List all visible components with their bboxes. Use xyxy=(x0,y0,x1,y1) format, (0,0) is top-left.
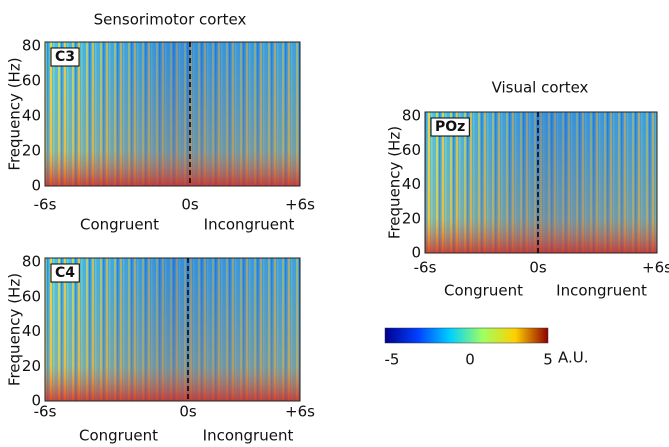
y-tick-label: 0 xyxy=(411,244,421,262)
y-axis-label: Frequency (Hz) xyxy=(6,57,24,170)
x-tick-label: +6s xyxy=(285,403,315,421)
y-tick-label: 40 xyxy=(22,322,41,340)
colorbar-tick-label: 5 xyxy=(543,351,553,369)
y-axis-label: Frequency (Hz) xyxy=(6,273,24,386)
colorbar-tick-label: -5 xyxy=(385,351,400,369)
spectrogram-shade xyxy=(45,42,300,186)
y-tick-label: 80 xyxy=(402,107,421,125)
condition-label: Incongruent xyxy=(204,216,295,234)
condition-label: Congruent xyxy=(444,282,523,300)
y-tick-label: 20 xyxy=(402,209,421,227)
plot-frame xyxy=(424,111,658,254)
panel-title: Visual cortex xyxy=(492,79,589,97)
label-box xyxy=(50,263,80,283)
panel-label: C3 xyxy=(55,49,75,65)
colorbar-unit: A.U. xyxy=(558,349,589,367)
y-tick-label: 80 xyxy=(22,37,41,55)
x-tick-label: 0s xyxy=(181,196,199,214)
y-tick-label: 40 xyxy=(402,175,421,193)
y-tick-label: 0 xyxy=(31,177,41,195)
colorbar xyxy=(384,327,549,344)
y-tick-label: 20 xyxy=(22,357,41,375)
y-axis-label: Frequency (Hz) xyxy=(386,126,404,239)
panel-title: Sensorimotor cortex xyxy=(94,11,247,29)
spectrogram-shade xyxy=(45,258,300,401)
label-box xyxy=(50,47,80,67)
y-tick-label: 60 xyxy=(22,287,41,305)
condition-label: Congruent xyxy=(79,427,158,445)
y-tick-label: 40 xyxy=(22,107,41,125)
x-tick-label: -6s xyxy=(34,196,57,214)
y-tick-label: 20 xyxy=(22,142,41,160)
condition-label: Incongruent xyxy=(203,427,294,445)
plot-frame xyxy=(44,257,301,402)
condition-label: Incongruent xyxy=(556,282,647,300)
x-tick-label: +6s xyxy=(285,196,315,214)
condition-label: Congruent xyxy=(80,216,159,234)
y-tick-label: 0 xyxy=(31,392,41,410)
label-box xyxy=(430,117,470,137)
x-tick-label: -6s xyxy=(34,403,57,421)
x-tick-label: +6s xyxy=(642,259,669,277)
panel-label: POz xyxy=(435,119,465,135)
y-tick-label: 60 xyxy=(402,141,421,159)
x-tick-label: 0s xyxy=(529,259,547,277)
colorbar-tick-label: 0 xyxy=(465,351,475,369)
y-tick-label: 80 xyxy=(22,253,41,271)
plot-frame xyxy=(44,41,301,187)
y-tick-label: 60 xyxy=(22,72,41,90)
x-tick-label: -6s xyxy=(414,259,437,277)
panel-label: C4 xyxy=(55,265,75,281)
x-tick-label: 0s xyxy=(179,403,197,421)
